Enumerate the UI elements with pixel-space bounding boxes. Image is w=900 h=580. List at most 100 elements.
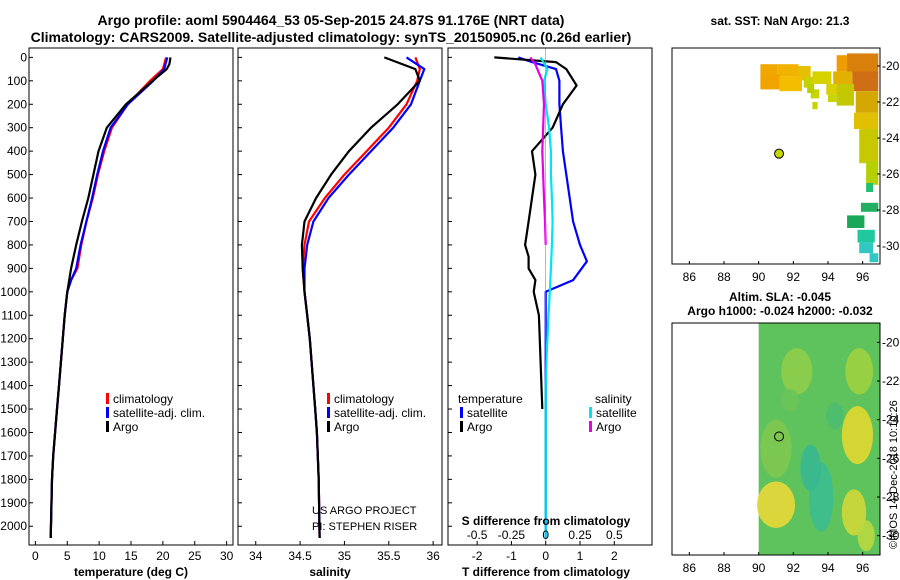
legend-label-s-satellite: satellite <box>596 406 637 420</box>
legend-swatch-argo <box>327 421 330 432</box>
salinity-x-tick-label: 35 <box>338 549 352 563</box>
s-difference-tick-label: -0.25 <box>498 528 526 542</box>
depth-tick-label: 1800 <box>0 472 27 486</box>
depth-tick-label: 600 <box>7 191 27 205</box>
sla-blob <box>781 388 799 412</box>
depth-tick-label: 200 <box>7 97 27 111</box>
legend-label-t-satellite: satellite <box>467 406 508 420</box>
sla-blob <box>781 348 813 395</box>
depth-tick-label: 1200 <box>0 332 27 346</box>
sst-pixel <box>852 71 879 92</box>
sst-lat-tick-label: -28 <box>882 203 900 217</box>
sst-pixel <box>779 76 802 92</box>
temperature-series-argo <box>49 57 172 539</box>
depth-tick-label: 1600 <box>0 425 27 439</box>
sst-pixel <box>826 84 839 95</box>
sst-pixel <box>869 253 879 263</box>
depth-tick-label: 400 <box>7 144 27 158</box>
legend-label-argo: Argo <box>334 420 360 434</box>
sla-lon-tick-label: 96 <box>856 561 870 575</box>
sst-pixel <box>777 64 799 77</box>
legend-label-satellite: satellite-adj. clim. <box>334 406 426 420</box>
salinity-xlabel: salinity <box>309 565 351 579</box>
sst-pixel <box>859 129 879 164</box>
depth-tick-label: 800 <box>7 238 27 252</box>
sla-lat-tick-label: -24 <box>882 413 900 427</box>
sst-pixel <box>803 76 815 88</box>
sst-pixel <box>760 75 780 90</box>
legend-swatch-climatology <box>106 393 109 404</box>
legend-swatch-t-satellite <box>460 407 463 418</box>
sla-lat-tick-label: -26 <box>882 451 900 465</box>
salinity-x-tick-label: 35.5 <box>377 549 401 563</box>
s-difference-tick-label: 0.25 <box>568 528 592 542</box>
legend-swatch-t-argo <box>460 421 463 432</box>
depth-tick-label: 0 <box>20 50 27 64</box>
title-line-2: Climatology: CARS2009. Satellite-adjuste… <box>30 29 632 45</box>
depth-tick-label: 1000 <box>0 285 27 299</box>
salinity-panel-frame <box>237 47 443 546</box>
credit-project: US ARGO PROJECT <box>312 505 417 517</box>
temperature-x-tick-label: 10 <box>92 549 106 563</box>
legend-label-climatology: climatology <box>334 392 394 406</box>
depth-tick-label: 300 <box>7 121 27 135</box>
sla-blob <box>841 489 867 536</box>
sla-lon-tick-label: 88 <box>717 561 731 575</box>
sst-lon-tick-label: 90 <box>752 270 766 284</box>
difference-series-temperature-satellite <box>517 56 589 538</box>
sst-lon-tick-label: 88 <box>717 270 731 284</box>
difference-x-tick-label: 2 <box>611 549 618 563</box>
legend-swatch-argo <box>106 421 109 432</box>
sla-blob <box>841 406 874 465</box>
sst-lat-tick-label: -30 <box>882 239 900 253</box>
sst-pixel <box>866 183 874 192</box>
sst-lon-tick-label: 94 <box>821 270 835 284</box>
sla-map-frame <box>671 322 881 556</box>
depth-tick-label: 1900 <box>0 496 27 510</box>
sst-pixel <box>866 161 879 185</box>
difference-xlabel: T difference from climatology <box>462 565 630 579</box>
sla-map <box>756 323 880 555</box>
temperature-x-tick-label: 20 <box>156 549 170 563</box>
sla-map-subtitle: Argo h1000: -0.024 h2000: -0.032 <box>687 304 873 318</box>
depth-tick-label: 2000 <box>0 519 27 533</box>
sla-blob <box>857 520 875 552</box>
sst-map-title: sat. SST: NaN Argo: 21.3 <box>710 14 850 28</box>
salinity-x-tick-label: 34 <box>249 549 263 563</box>
sst-lon-tick-label: 92 <box>787 270 801 284</box>
sst-pixel <box>807 84 815 93</box>
sst-lat-tick-label: -22 <box>882 95 900 109</box>
temperature-panel-frame <box>28 47 234 546</box>
difference-x-tick-label: 0 <box>542 549 549 563</box>
sla-map-title: Altim. SLA: -0.045 <box>728 290 832 304</box>
s-difference-label: S difference from climatology <box>462 514 631 528</box>
temperature-x-tick-label: 30 <box>220 549 234 563</box>
salinity-series-argo <box>300 56 421 539</box>
sla-blob <box>826 402 844 430</box>
sst-pixel <box>760 64 778 75</box>
legend-label-climatology: climatology <box>113 392 173 406</box>
sst-lat-tick-label: -24 <box>882 131 900 145</box>
legend-title-salinity: salinity <box>595 392 632 406</box>
sst-pixel <box>857 229 875 243</box>
sla-lon-tick-label: 86 <box>683 561 697 575</box>
temperature-x-tick-label: 15 <box>124 549 138 563</box>
legend-swatch-s-argo <box>589 421 592 432</box>
argo-position-marker <box>774 148 785 159</box>
sst-pixel <box>812 71 832 84</box>
sst-map <box>760 53 879 263</box>
legend-swatch-satellite <box>327 407 330 418</box>
temperature-x-tick-label: 0 <box>32 549 39 563</box>
salinity-series-climatology <box>301 57 421 539</box>
sst-pixel <box>847 53 879 74</box>
difference-x-tick-label: -2 <box>472 549 483 563</box>
sst-lon-tick-label: 86 <box>683 270 697 284</box>
s-difference-tick-label: 0.5 <box>606 528 623 542</box>
salinity-legend: climatology satellite-adj. clim. Argo <box>327 392 426 434</box>
sla-blob <box>760 419 792 478</box>
temperature-xlabel: temperature (deg C) <box>74 565 188 579</box>
sst-pixel <box>812 102 818 110</box>
difference-legend: temperature satellite Argo salinity sate… <box>458 392 637 434</box>
sla-lat-tick-label: -20 <box>882 335 900 349</box>
legend-label-t-argo: Argo <box>467 420 493 434</box>
